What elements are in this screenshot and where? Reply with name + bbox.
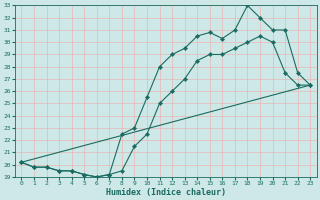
X-axis label: Humidex (Indice chaleur): Humidex (Indice chaleur)	[106, 188, 226, 197]
